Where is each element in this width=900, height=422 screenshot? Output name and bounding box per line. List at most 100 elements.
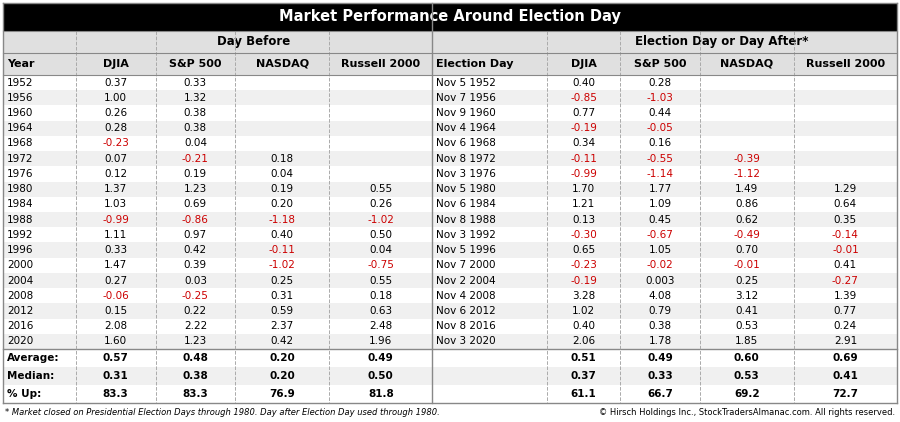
Bar (3, 288, 897, 303)
Text: Nov 8 2016: Nov 8 2016 (436, 321, 496, 331)
Text: 0.37: 0.37 (571, 371, 597, 381)
Text: 0.70: 0.70 (735, 245, 759, 255)
Text: -0.11: -0.11 (269, 245, 296, 255)
Text: 0.38: 0.38 (648, 321, 671, 331)
Text: 0.28: 0.28 (648, 78, 671, 88)
Text: 0.53: 0.53 (734, 371, 760, 381)
Bar (3, 385, 897, 403)
Text: 0.97: 0.97 (184, 230, 207, 240)
Text: 0.48: 0.48 (183, 353, 208, 363)
Text: 66.7: 66.7 (647, 389, 673, 399)
Text: 0.50: 0.50 (368, 371, 393, 381)
Text: -0.85: -0.85 (571, 93, 598, 103)
Text: 0.42: 0.42 (271, 336, 293, 346)
Bar (3, 166, 897, 181)
Text: 0.49: 0.49 (368, 353, 393, 363)
Text: 1.37: 1.37 (104, 184, 127, 194)
Text: NASDAQ: NASDAQ (720, 59, 773, 69)
Text: Nov 7 1956: Nov 7 1956 (436, 93, 496, 103)
Text: 0.55: 0.55 (369, 276, 392, 286)
Bar (3, 367, 897, 385)
Text: 76.9: 76.9 (269, 389, 295, 399)
Text: 0.49: 0.49 (647, 353, 673, 363)
Text: Day Before: Day Before (218, 35, 291, 49)
Text: Nov 2 2004: Nov 2 2004 (436, 276, 496, 286)
Text: 0.20: 0.20 (271, 199, 293, 209)
Text: 0.31: 0.31 (271, 291, 293, 301)
Text: -0.99: -0.99 (571, 169, 598, 179)
Text: 2020: 2020 (7, 336, 33, 346)
Text: 0.19: 0.19 (271, 184, 293, 194)
Text: NASDAQ: NASDAQ (256, 59, 309, 69)
Bar (3, 243, 897, 258)
Text: 61.1: 61.1 (571, 389, 597, 399)
Text: Election Day: Election Day (436, 59, 514, 69)
Text: Nov 4 2008: Nov 4 2008 (436, 291, 496, 301)
Text: 1.39: 1.39 (833, 291, 857, 301)
Text: -0.19: -0.19 (571, 123, 598, 133)
Text: -0.05: -0.05 (646, 123, 673, 133)
Text: 0.53: 0.53 (735, 321, 759, 331)
Text: Nov 8 1988: Nov 8 1988 (436, 215, 496, 225)
Text: 1956: 1956 (7, 93, 33, 103)
Text: 83.3: 83.3 (183, 389, 208, 399)
Text: 1996: 1996 (7, 245, 33, 255)
Text: 0.40: 0.40 (271, 230, 293, 240)
Text: 0.38: 0.38 (184, 108, 207, 118)
Text: 0.26: 0.26 (104, 108, 127, 118)
Text: 1.85: 1.85 (735, 336, 759, 346)
Text: Nov 6 1984: Nov 6 1984 (436, 199, 496, 209)
Text: 3.28: 3.28 (572, 291, 596, 301)
Text: 0.25: 0.25 (735, 276, 759, 286)
Text: 0.33: 0.33 (104, 245, 127, 255)
Text: -0.67: -0.67 (646, 230, 673, 240)
Text: 0.42: 0.42 (184, 245, 207, 255)
Text: 2016: 2016 (7, 321, 33, 331)
Text: 0.63: 0.63 (369, 306, 392, 316)
Text: -1.02: -1.02 (269, 260, 296, 270)
Text: 0.24: 0.24 (833, 321, 857, 331)
Text: 0.19: 0.19 (184, 169, 207, 179)
Text: 0.12: 0.12 (104, 169, 127, 179)
Text: 0.27: 0.27 (104, 276, 127, 286)
Bar (3, 31, 897, 53)
Text: 0.69: 0.69 (832, 353, 859, 363)
Text: Nov 9 1960: Nov 9 1960 (436, 108, 496, 118)
Text: 1960: 1960 (7, 108, 33, 118)
Bar (3, 197, 897, 212)
Text: 0.13: 0.13 (572, 215, 595, 225)
Text: 0.04: 0.04 (271, 169, 293, 179)
Text: 1.03: 1.03 (104, 199, 127, 209)
Text: -0.21: -0.21 (182, 154, 209, 164)
Bar (3, 3, 897, 31)
Text: Nov 6 2012: Nov 6 2012 (436, 306, 496, 316)
Text: 2.06: 2.06 (572, 336, 595, 346)
Text: 2.48: 2.48 (369, 321, 392, 331)
Text: Year: Year (7, 59, 34, 69)
Text: 2008: 2008 (7, 291, 33, 301)
Text: -0.75: -0.75 (367, 260, 394, 270)
Bar (3, 258, 897, 273)
Text: 1.78: 1.78 (648, 336, 671, 346)
Text: 0.41: 0.41 (735, 306, 759, 316)
Text: 0.33: 0.33 (184, 78, 207, 88)
Text: 0.34: 0.34 (572, 138, 595, 149)
Text: 1.60: 1.60 (104, 336, 127, 346)
Text: Election Day or Day After*: Election Day or Day After* (635, 35, 809, 49)
Text: 0.003: 0.003 (645, 276, 675, 286)
Text: 1.32: 1.32 (184, 93, 207, 103)
Bar (3, 334, 897, 349)
Text: -0.99: -0.99 (103, 215, 129, 225)
Text: 0.04: 0.04 (369, 245, 392, 255)
Text: 1968: 1968 (7, 138, 33, 149)
Text: 1.77: 1.77 (648, 184, 671, 194)
Text: 2004: 2004 (7, 276, 33, 286)
Text: Nov 5 1996: Nov 5 1996 (436, 245, 496, 255)
Text: DJIA: DJIA (103, 59, 129, 69)
Text: -0.11: -0.11 (571, 154, 598, 164)
Text: Market Performance Around Election Day: Market Performance Around Election Day (279, 10, 621, 24)
Bar (3, 319, 897, 334)
Text: -0.27: -0.27 (832, 276, 859, 286)
Text: 1.21: 1.21 (572, 199, 596, 209)
Bar (3, 90, 897, 106)
